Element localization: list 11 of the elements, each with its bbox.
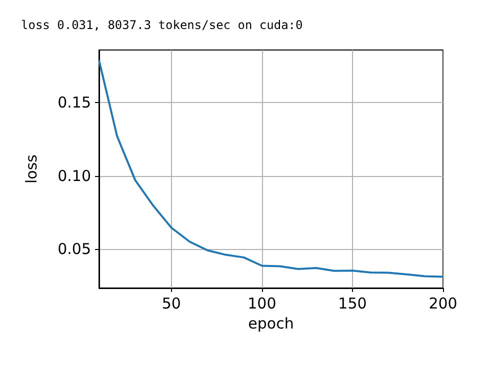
y-tick-label: 0.15 [58, 94, 91, 112]
x-tick-label: 100 [248, 294, 276, 312]
x-axis-title: epoch [248, 314, 294, 332]
y-tick-label: 0.10 [58, 166, 91, 185]
line-series [98, 59, 444, 278]
x-tick-label: 200 [428, 294, 458, 312]
x-tick-label: 50 [162, 294, 181, 312]
y-axis-title: loss [22, 154, 40, 184]
x-tick-label: 150 [338, 294, 367, 312]
chart-title: loss 0.031, 8037.3 tokens/sec on cuda:0 [21, 18, 303, 32]
y-tick-label: 0.05 [58, 240, 91, 258]
